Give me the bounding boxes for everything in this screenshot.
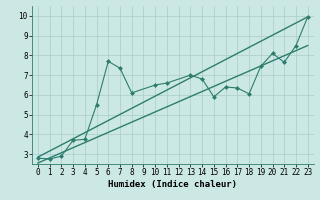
X-axis label: Humidex (Indice chaleur): Humidex (Indice chaleur) xyxy=(108,180,237,189)
